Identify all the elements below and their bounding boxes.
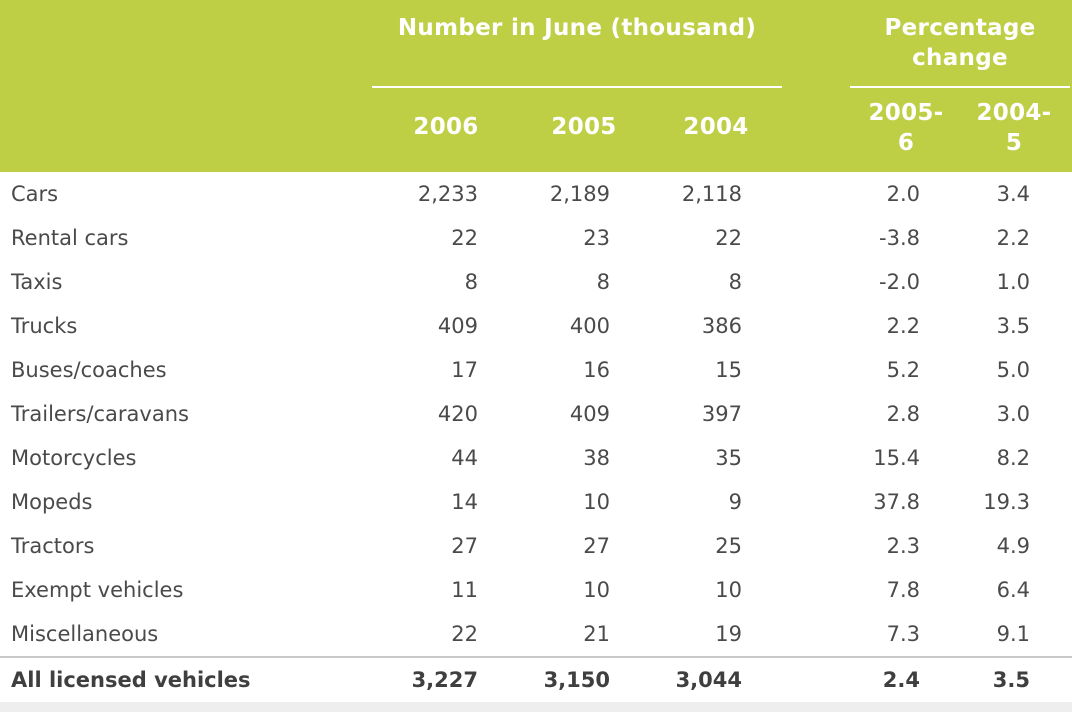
value-2005: 27 — [583, 534, 610, 558]
group-header-number: Number in June (thousand) — [397, 15, 757, 41]
total-divider — [0, 656, 1072, 658]
value-2006: 11 — [451, 578, 478, 602]
change-2005-6: 15.4 — [873, 446, 920, 470]
change-2004-5: 4.9 — [996, 534, 1030, 558]
table-header: Number in June (thousand) Percentage cha… — [0, 0, 1072, 172]
table-row: Rental cars 22 23 22 -3.8 2.2 — [0, 216, 1072, 260]
change-2004-5: 1.0 — [996, 270, 1030, 294]
row-label: Tractors — [11, 534, 95, 558]
change-2005-6: 2.3 — [886, 534, 920, 558]
value-2006: 409 — [437, 314, 478, 338]
value-2004: 386 — [701, 314, 742, 338]
column-header-2006: 2006 — [413, 114, 479, 140]
row-label: Trucks — [11, 314, 78, 338]
group-header-percentage-line2: change — [912, 45, 1008, 71]
value-2004: 2,118 — [681, 182, 742, 206]
value-2004: 35 — [715, 446, 742, 470]
table-row: Taxis 8 8 8 -2.0 1.0 — [0, 260, 1072, 304]
change-2004-5: 8.2 — [996, 446, 1030, 470]
change-2004-5: 3.4 — [996, 182, 1030, 206]
value-2005: 16 — [583, 358, 610, 382]
change-2005-6: 2.0 — [886, 182, 920, 206]
total-2005: 3,150 — [543, 668, 610, 692]
table-row: Miscellaneous 22 21 19 7.3 9.1 — [0, 612, 1072, 656]
value-2004: 19 — [715, 622, 742, 646]
change-2004-5: 19.3 — [983, 490, 1030, 514]
row-label: Motorcycles — [11, 446, 137, 470]
group-header-number-rule — [372, 86, 782, 88]
value-2006: 17 — [451, 358, 478, 382]
row-label: Rental cars — [11, 226, 129, 250]
column-header-change-2004-5: 2004- 5 — [976, 100, 1052, 156]
row-label: Miscellaneous — [11, 622, 159, 646]
value-2005: 10 — [583, 490, 610, 514]
value-2006: 14 — [451, 490, 478, 514]
value-2005: 21 — [583, 622, 610, 646]
group-header-percentage: Percentage change — [850, 13, 1070, 73]
change-2004-5: 9.1 — [996, 622, 1030, 646]
table-row: Cars 2,233 2,189 2,118 2.0 3.4 — [0, 172, 1072, 216]
change-2004-5: 3.0 — [996, 402, 1030, 426]
value-2005: 409 — [569, 402, 610, 426]
change-2005-6: -3.8 — [879, 226, 920, 250]
change-2005-6: 2.8 — [886, 402, 920, 426]
group-header-percentage-line1: Percentage — [884, 15, 1036, 41]
change-2005-6: 37.8 — [873, 490, 920, 514]
value-2006: 44 — [451, 446, 478, 470]
total-2004: 3,044 — [675, 668, 742, 692]
change-2004-5: 5.0 — [996, 358, 1030, 382]
group-header-percentage-rule — [850, 86, 1070, 88]
table-row: Buses/coaches 17 16 15 5.2 5.0 — [0, 348, 1072, 392]
change-2004-5: 2.2 — [996, 226, 1030, 250]
value-2006: 2,233 — [417, 182, 478, 206]
value-2004: 8 — [728, 270, 742, 294]
value-2006: 22 — [451, 226, 478, 250]
row-label: Exempt vehicles — [11, 578, 184, 602]
change-2005-6: -2.0 — [879, 270, 920, 294]
total-row: All licensed vehicles 3,227 3,150 3,044 … — [0, 658, 1072, 702]
total-change-2005-6: 2.4 — [882, 668, 920, 692]
table-row: Trailers/caravans 420 409 397 2.8 3.0 — [0, 392, 1072, 436]
column-header-change-2005-6: 2005- 6 — [868, 100, 944, 156]
value-2005: 2,189 — [549, 182, 610, 206]
value-2005: 23 — [583, 226, 610, 250]
column-header-2005: 2005 — [551, 114, 617, 140]
total-2006: 3,227 — [411, 668, 478, 692]
value-2005: 10 — [583, 578, 610, 602]
value-2005: 38 — [583, 446, 610, 470]
row-label: Buses/coaches — [11, 358, 167, 382]
change-2005-6: 7.3 — [886, 622, 920, 646]
total-change-2004-5: 3.5 — [992, 668, 1030, 692]
value-2006: 8 — [464, 270, 478, 294]
value-2006: 420 — [437, 402, 478, 426]
change-2004-5: 6.4 — [996, 578, 1030, 602]
value-2004: 22 — [715, 226, 742, 250]
row-label: Trailers/caravans — [11, 402, 189, 426]
table-row: Mopeds 14 10 9 37.8 19.3 — [0, 480, 1072, 524]
value-2006: 22 — [451, 622, 478, 646]
table-row: Motorcycles 44 38 35 15.4 8.2 — [0, 436, 1072, 480]
table-row: Tractors 27 27 25 2.3 4.9 — [0, 524, 1072, 568]
value-2006: 27 — [451, 534, 478, 558]
value-2004: 397 — [701, 402, 742, 426]
value-2004: 25 — [715, 534, 742, 558]
value-2004: 10 — [715, 578, 742, 602]
column-header-2004: 2004 — [683, 114, 749, 140]
footer-band — [0, 702, 1072, 712]
change-2004-5: 3.5 — [996, 314, 1030, 338]
value-2004: 9 — [728, 490, 742, 514]
value-2005: 8 — [596, 270, 610, 294]
row-label: Taxis — [11, 270, 63, 294]
change-2005-6: 2.2 — [886, 314, 920, 338]
total-label: All licensed vehicles — [11, 668, 251, 692]
value-2004: 15 — [715, 358, 742, 382]
row-label: Cars — [11, 182, 59, 206]
change-2005-6: 7.8 — [886, 578, 920, 602]
row-label: Mopeds — [11, 490, 93, 514]
value-2005: 400 — [569, 314, 610, 338]
change-2005-6: 5.2 — [886, 358, 920, 382]
table-row: Trucks 409 400 386 2.2 3.5 — [0, 304, 1072, 348]
table-row: Exempt vehicles 11 10 10 7.8 6.4 — [0, 568, 1072, 612]
